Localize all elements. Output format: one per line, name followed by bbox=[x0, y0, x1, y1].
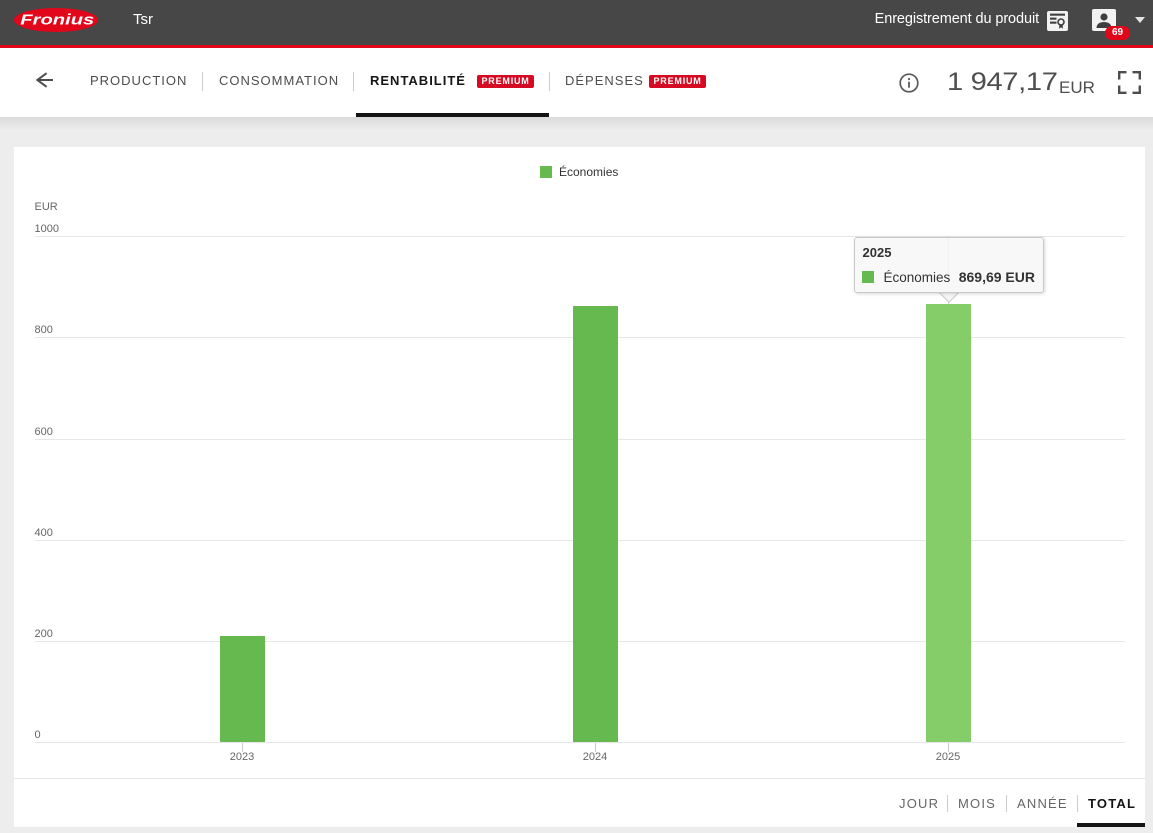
svg-text:Fronius: Fronius bbox=[20, 13, 94, 29]
